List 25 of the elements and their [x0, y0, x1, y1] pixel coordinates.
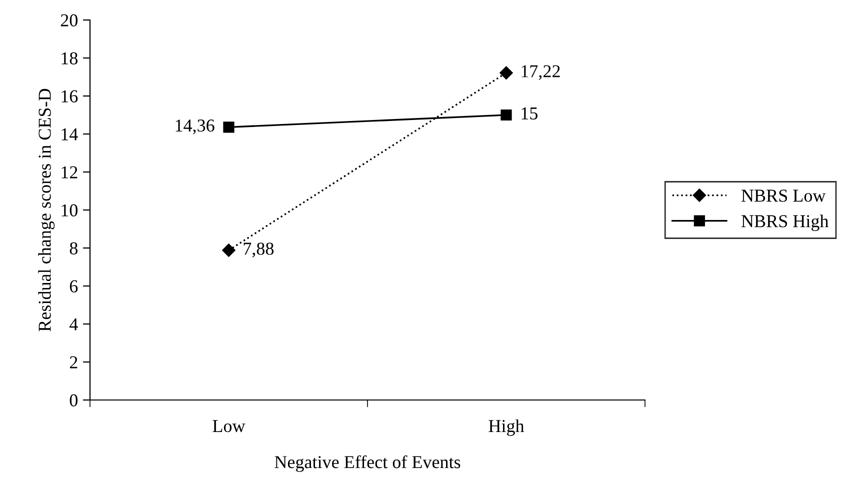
legend-label: NBRS Low: [741, 190, 826, 202]
point: [222, 244, 236, 257]
y-tick-label: 10: [62, 204, 78, 216]
y-tick-label: 14: [62, 128, 78, 140]
y-tick-label: 12: [62, 166, 78, 178]
y-tick-label: 18: [62, 52, 78, 64]
y-tick-label: 0: [70, 394, 78, 406]
y-tick-label: 8: [70, 242, 78, 254]
data-label: 7,88: [244, 242, 274, 258]
x-axis-title: Negative Effect of Events: [274, 455, 460, 472]
point: [500, 66, 513, 80]
point: [500, 109, 512, 121]
legend-label: NBRS High: [741, 214, 829, 232]
y-tick-label: 2: [70, 356, 78, 368]
x-tick-label: Low: [212, 420, 246, 432]
y-tick-label: 16: [62, 90, 78, 102]
y-tick-label: 6: [70, 280, 78, 292]
y-axis-title: Residual change scores in CES-D: [38, 88, 55, 332]
y-tick-label: 4: [70, 318, 78, 330]
point: [223, 122, 234, 133]
data-label: 14,36: [176, 120, 214, 134]
data-label: 15: [522, 107, 538, 120]
data-label: 17,22: [522, 65, 560, 80]
y-tick-label: 20: [60, 14, 78, 26]
x-tick-label: High: [488, 419, 524, 436]
